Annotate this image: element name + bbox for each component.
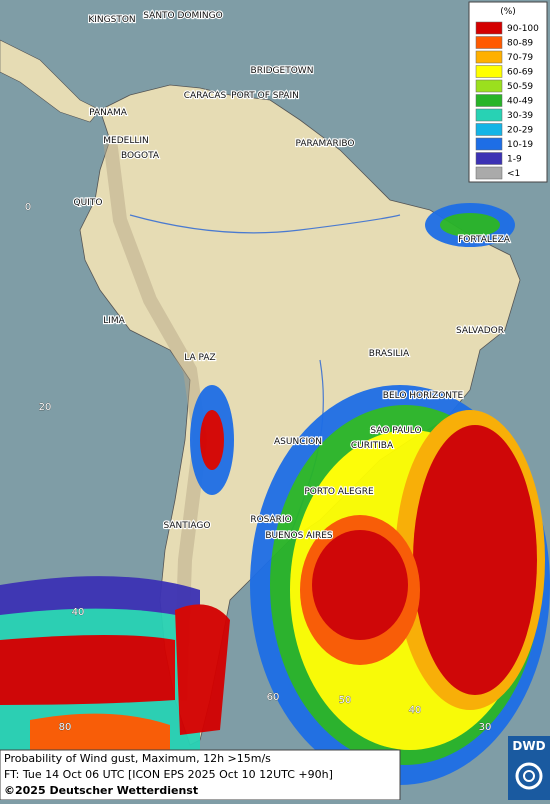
city-label: SANTO DOMINGO (143, 11, 222, 21)
city-label: BRASILIA (369, 349, 410, 359)
legend-label: 70-79 (507, 53, 533, 63)
grid-label: 40 (72, 607, 85, 618)
grid-label: 40 (409, 705, 422, 716)
land (0, 39, 521, 746)
city-label: ASUNCION (274, 437, 322, 447)
grid-label: 50 (339, 695, 352, 706)
city-label: LIMA (103, 316, 125, 326)
legend-label: 10-19 (507, 140, 533, 150)
grid-labels: 0 20 40 80 60 50 40 30 (25, 202, 492, 734)
city-label: PORTO ALEGRE (304, 487, 374, 497)
city-label: PORT OF SPAIN (231, 91, 299, 101)
city-label: MEDELLIN (103, 136, 148, 146)
legend-label: 20-29 (507, 126, 533, 136)
legend-swatch (475, 79, 503, 93)
logo-text: DWD (512, 739, 545, 753)
city-label: PARAMARIBO (296, 139, 355, 149)
legend-label: 90-100 (507, 24, 539, 34)
legend-label: 80-89 (507, 39, 533, 49)
legend-swatch (475, 108, 503, 122)
legend-swatch (475, 21, 503, 35)
probability-field (0, 203, 550, 785)
caption-line: ©2025 Deutscher Wetterdienst (4, 784, 198, 797)
legend-title: (%) (500, 7, 516, 17)
city-label: CARACAS (184, 91, 227, 101)
legend-swatch (475, 137, 503, 151)
legend-label: <1 (507, 169, 520, 179)
city-label: ROSARIO (250, 515, 291, 525)
city-labels: KINGSTON SANTO DOMINGO BRIDGETOWN PANAMA CAR… (72, 10, 511, 542)
city-label: BUENOS AIRES (265, 531, 333, 541)
city-label: SANTIAGO (164, 521, 211, 531)
legend-label: 40-49 (507, 97, 533, 107)
legend-swatch (475, 166, 503, 180)
grid-label: 60 (267, 692, 280, 703)
city-label: QUITO (74, 198, 103, 208)
caption-line: Probability of Wind gust, Maximum, 12h >… (4, 752, 271, 765)
city-label: FORTALEZA (458, 235, 511, 245)
legend-swatch (475, 50, 503, 64)
city-label: BOGOTA (121, 151, 160, 161)
city-label: BRIDGETOWN (251, 66, 314, 76)
city-label: BELO HORIZONTE (383, 391, 464, 401)
city-label: CURITIBA (351, 441, 394, 451)
legend-label: 1-9 (507, 155, 522, 165)
city-label: KINGSTON (88, 15, 135, 25)
city-label: SAO PAULO (370, 426, 421, 436)
logo: DWD (508, 736, 550, 800)
legend-label: 60-69 (507, 68, 533, 78)
city-label: LA PAZ (184, 353, 215, 363)
caption-line: FT: Tue 14 Oct 06 UTC [ICON EPS 2025 Oct… (4, 768, 333, 781)
grid-label: 30 (479, 722, 492, 733)
grid-label: 20 (39, 402, 52, 413)
legend-swatch (475, 123, 503, 136)
grid-label: 80 (59, 722, 72, 733)
legend: (%) 90-100 80-89 70-79 60-69 50-59 40-49 30-39… (468, 1, 548, 183)
legend-swatch (475, 152, 503, 165)
legend-label: 30-39 (507, 111, 533, 121)
city-label: PANAMA (89, 108, 128, 118)
grid-label: 0 (25, 202, 31, 213)
legend-swatch (475, 65, 503, 78)
legend-swatch (475, 94, 503, 107)
legend-label: 50-59 (507, 82, 533, 92)
caption: Probability of Wind gust, Maximum, 12h >… (0, 749, 401, 801)
legend-swatch (475, 36, 503, 49)
city-label: SALVADOR (456, 326, 504, 336)
